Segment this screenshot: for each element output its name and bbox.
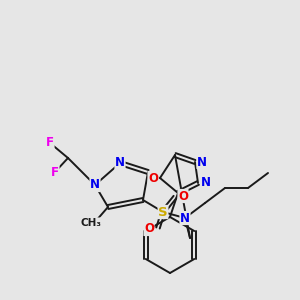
Text: O: O <box>178 190 188 202</box>
Text: S: S <box>158 206 168 218</box>
Text: N: N <box>201 176 211 190</box>
Text: CH₃: CH₃ <box>80 218 101 228</box>
Text: N: N <box>115 157 125 169</box>
Text: N: N <box>90 178 100 191</box>
Text: O: O <box>144 223 154 236</box>
Text: O: O <box>148 172 158 184</box>
Text: F: F <box>46 136 54 149</box>
Text: F: F <box>51 166 59 178</box>
Text: N: N <box>180 212 190 224</box>
Text: N: N <box>197 155 207 169</box>
